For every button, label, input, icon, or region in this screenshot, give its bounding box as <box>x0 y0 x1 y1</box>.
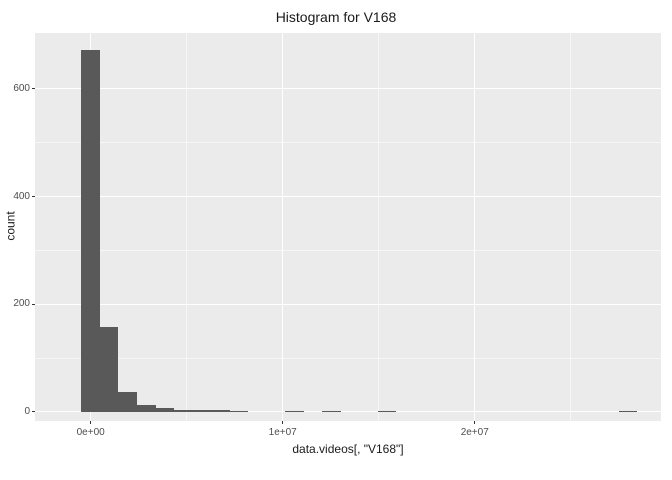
histogram-bar <box>137 405 156 412</box>
x-axis-title: data.videos[, "V168"] <box>292 442 404 456</box>
x-tick-mark <box>90 421 92 424</box>
y-tick-mark <box>32 411 35 413</box>
gridline-major-horizontal <box>35 196 661 198</box>
gridline-minor-vertical <box>570 33 572 421</box>
histogram-bar <box>192 410 212 412</box>
x-tick-label: 1e+07 <box>268 427 297 438</box>
gridline-minor-vertical <box>186 33 188 421</box>
histogram-bar <box>118 391 137 412</box>
histogram-bar <box>322 410 341 412</box>
gridline-major-vertical <box>474 33 476 421</box>
histogram-bar <box>618 410 638 412</box>
gridline-minor-horizontal <box>35 142 661 144</box>
gridline-major-horizontal <box>35 303 661 305</box>
x-tick-label: 0e+00 <box>76 427 105 438</box>
histogram-bar <box>81 50 100 412</box>
y-tick-mark <box>32 88 35 90</box>
x-tick-mark <box>474 421 476 424</box>
histogram-bar <box>155 408 175 412</box>
gridline-minor-horizontal <box>35 357 661 359</box>
gridline-minor-horizontal <box>35 249 661 251</box>
gridline-major-vertical <box>282 33 284 421</box>
x-tick-mark <box>282 421 284 424</box>
gridline-major-horizontal <box>35 411 661 413</box>
plot-title: Histogram for V168 <box>275 9 397 25</box>
histogram-bar <box>174 409 193 412</box>
histogram-bar <box>229 410 249 412</box>
histogram-bar <box>377 410 397 412</box>
plot-panel <box>35 33 661 421</box>
y-tick-label: 400 <box>13 190 30 202</box>
y-tick-mark <box>32 303 35 305</box>
histogram-bar <box>211 410 230 412</box>
y-tick-label: 200 <box>13 298 30 310</box>
y-tick-mark <box>32 196 35 198</box>
x-tick-label: 2e+07 <box>460 427 489 438</box>
histogram-bar <box>285 410 304 412</box>
histogram-bar <box>99 327 119 412</box>
gridline-major-horizontal <box>35 88 661 90</box>
y-axis-title: count <box>3 211 18 241</box>
gridline-minor-vertical <box>378 33 380 421</box>
y-tick-label: 0 <box>24 405 30 417</box>
y-tick-label: 600 <box>13 82 30 94</box>
